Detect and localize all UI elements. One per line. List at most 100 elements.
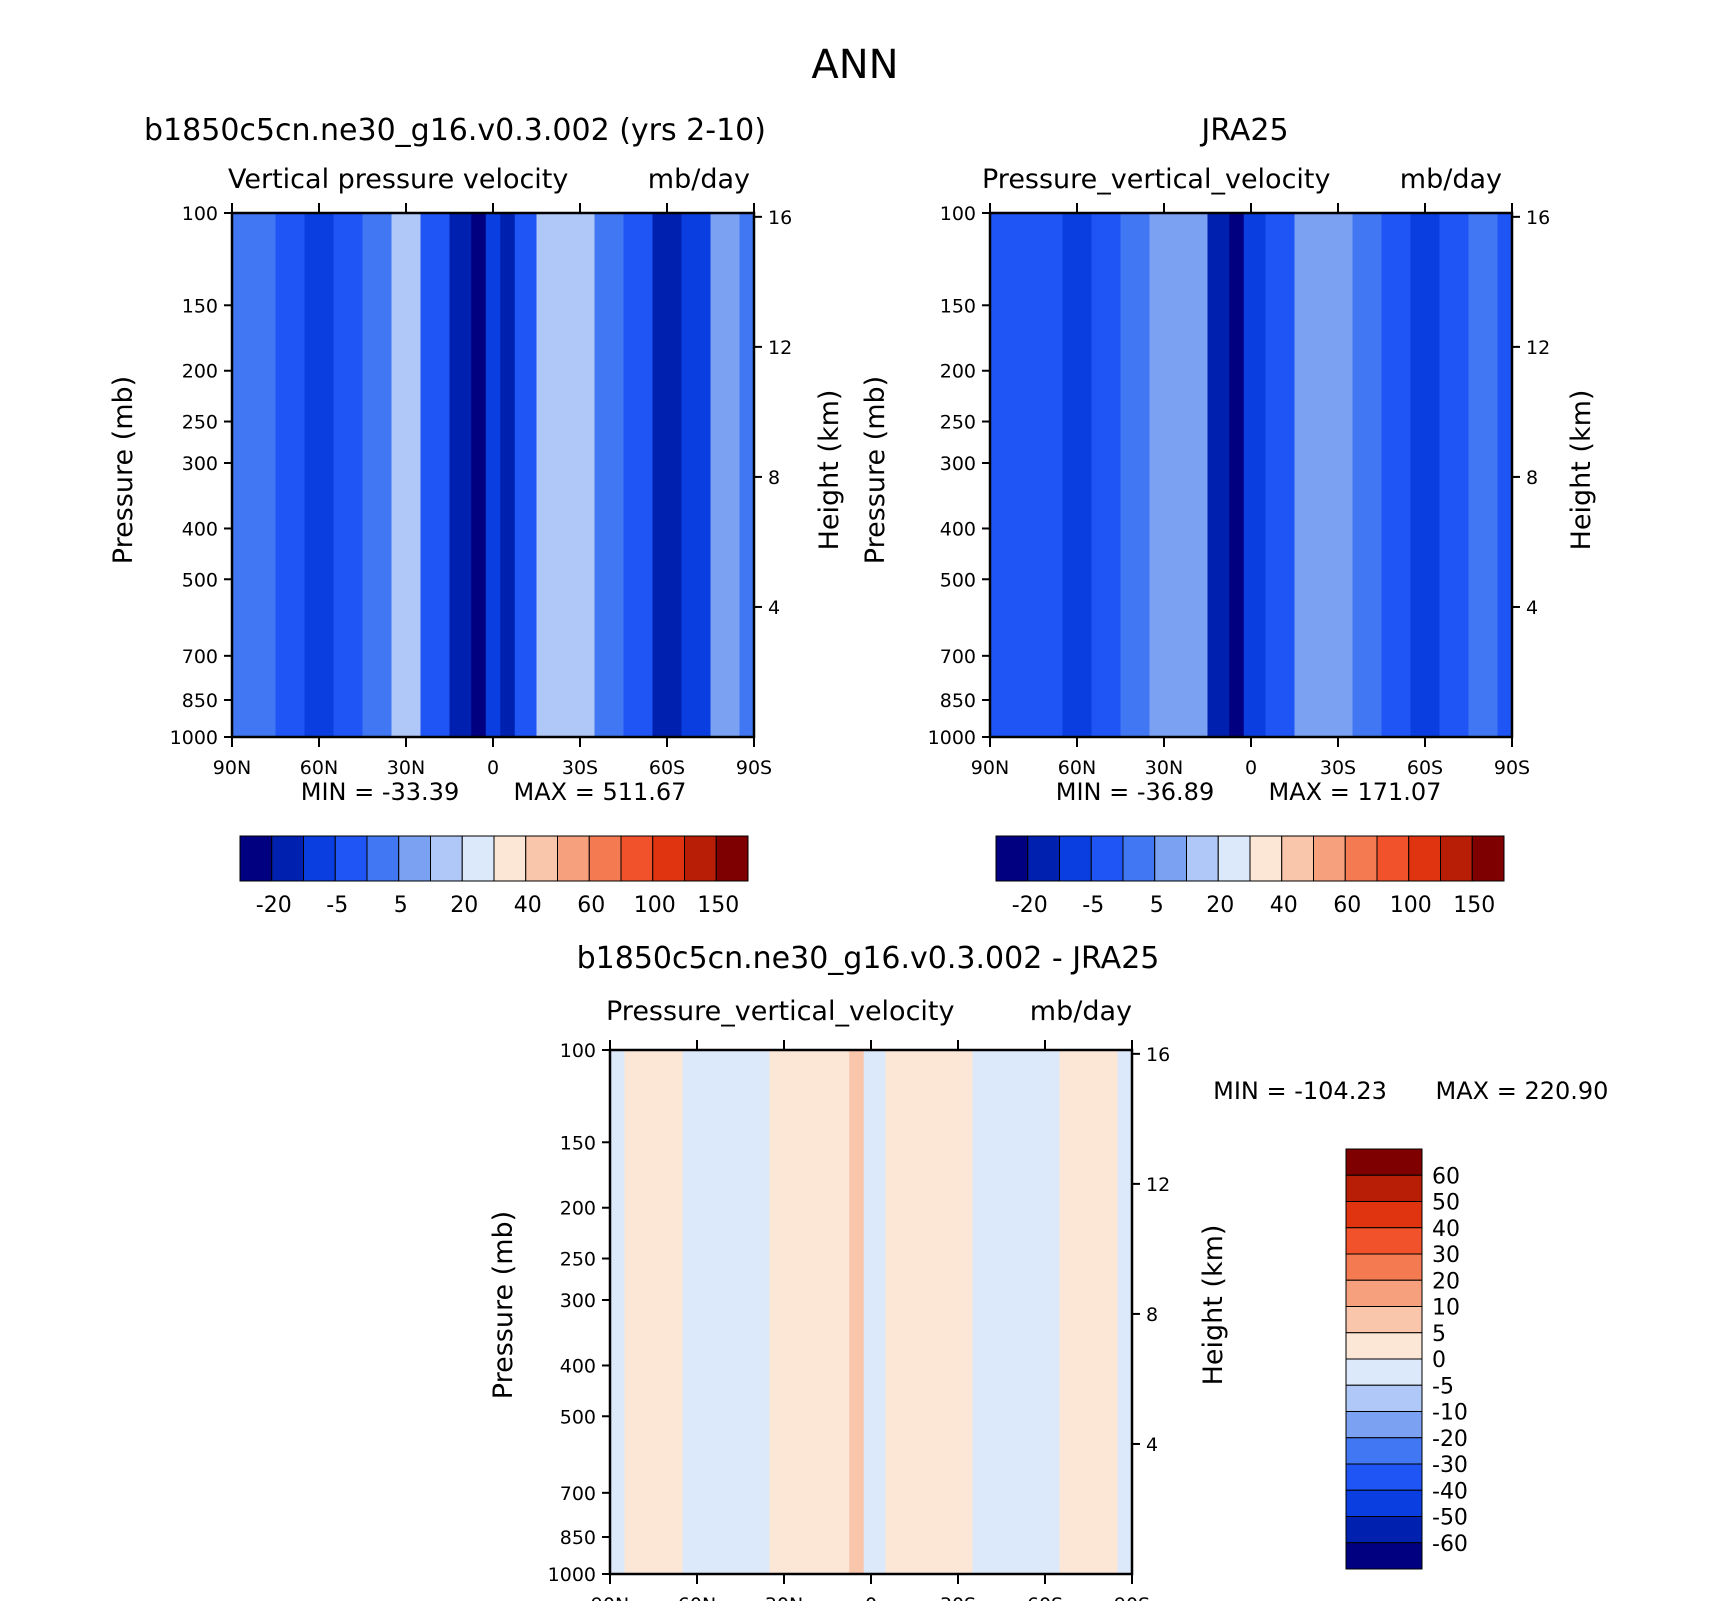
panel-model-min: MIN = -33.39 bbox=[301, 778, 459, 806]
y-tick-label: 150 bbox=[560, 1132, 596, 1154]
colorbar-swatch bbox=[715, 835, 749, 882]
contour-band bbox=[1207, 213, 1230, 737]
contour-band bbox=[449, 213, 472, 737]
contour-band bbox=[304, 213, 334, 737]
colorbar-swatch bbox=[1345, 1253, 1423, 1281]
colorbar-label: 20 bbox=[1432, 1269, 1460, 1294]
contour-band bbox=[914, 1050, 944, 1574]
y2-tick-label: 8 bbox=[1526, 467, 1538, 489]
contour-band bbox=[1117, 1050, 1133, 1574]
contour-band bbox=[1439, 213, 1469, 737]
panel-obs-plot: 100 150 200 250 300 400 500 700 850 1000 16 12 8 4 90N… bbox=[928, 203, 1550, 779]
panel-obs-ylabel2: Height (km) bbox=[1566, 390, 1597, 551]
colorbar-swatch bbox=[525, 835, 558, 882]
contour-band bbox=[1120, 213, 1150, 737]
panel-model-max: MAX = 511.67 bbox=[514, 778, 687, 806]
x-tick-label: 0 bbox=[865, 1594, 877, 1601]
contour-band bbox=[739, 213, 755, 737]
panel-model-units: mb/day bbox=[648, 164, 750, 195]
contour-band bbox=[623, 213, 653, 737]
colorbar-swatch bbox=[1345, 1306, 1423, 1334]
colorbar-label: -30 bbox=[1432, 1453, 1468, 1478]
colorbar-label: 30 bbox=[1432, 1243, 1460, 1268]
colorbar-swatch bbox=[995, 835, 1029, 882]
contour-band bbox=[1001, 1050, 1031, 1574]
contour-band bbox=[990, 213, 1005, 737]
colorbar-label: 5 bbox=[394, 893, 408, 918]
contour-band bbox=[485, 213, 501, 737]
panel-obs: JRA25 Pressure_vertical_velocity mb/day … bbox=[860, 113, 1597, 918]
y2-tick-label: 8 bbox=[1146, 1304, 1158, 1326]
colorbar-swatch bbox=[1440, 835, 1473, 882]
colorbar-swatch bbox=[1345, 1227, 1423, 1255]
contour-band bbox=[1381, 213, 1411, 737]
colorbar-label: 150 bbox=[697, 893, 739, 918]
contour-band bbox=[1497, 213, 1513, 737]
colorbar-label: 5 bbox=[1432, 1322, 1446, 1347]
contour-band bbox=[624, 1050, 654, 1574]
colorbar-swatch bbox=[1059, 835, 1092, 882]
contour-band bbox=[1323, 213, 1353, 737]
y-tick-label: 1000 bbox=[928, 727, 976, 749]
colorbar-swatch bbox=[1027, 835, 1060, 882]
panel-obs-colorbar: -20 -5 5 20 40 60 100 150 bbox=[995, 835, 1505, 918]
panel-obs-min: MIN = -36.89 bbox=[1056, 778, 1214, 806]
y2-tick-label: 16 bbox=[768, 207, 792, 229]
contour-band bbox=[1229, 213, 1245, 737]
colorbar-label: 20 bbox=[1206, 893, 1234, 918]
y2-tick-label: 12 bbox=[1526, 337, 1550, 359]
contour-band bbox=[1410, 213, 1440, 737]
contour-band bbox=[1030, 1050, 1060, 1574]
page-title: ANN bbox=[811, 42, 898, 88]
colorbar-swatch bbox=[303, 835, 336, 882]
contour-band bbox=[682, 1050, 712, 1574]
x-tick-label: 90N bbox=[591, 1594, 629, 1601]
panel-model-ylabel: Pressure (mb) bbox=[108, 376, 139, 564]
contour-band bbox=[514, 213, 537, 737]
y-tick-label: 850 bbox=[182, 690, 218, 712]
colorbar-swatch bbox=[1345, 1489, 1423, 1517]
colorbar-swatch bbox=[1345, 1411, 1423, 1439]
panel-diff-ylabel2: Height (km) bbox=[1198, 1225, 1229, 1386]
colorbar-swatch bbox=[1345, 1384, 1423, 1412]
y-tick-label: 250 bbox=[560, 1249, 596, 1271]
y-tick-label: 250 bbox=[182, 412, 218, 434]
colorbar-swatch bbox=[1217, 835, 1251, 882]
colorbar-label: 100 bbox=[1390, 893, 1432, 918]
colorbar-label: -5 bbox=[326, 893, 348, 918]
contour-band bbox=[1091, 213, 1121, 737]
y-tick-label: 200 bbox=[182, 361, 218, 383]
colorbar-label: -60 bbox=[1432, 1532, 1468, 1557]
colorbar-swatch bbox=[398, 835, 431, 882]
colorbar-swatch bbox=[461, 835, 495, 882]
x-tick-label: 30N bbox=[1145, 757, 1183, 779]
x-tick-label: 60N bbox=[300, 757, 338, 779]
y-tick-label: 300 bbox=[182, 453, 218, 475]
contour-band bbox=[653, 1050, 683, 1574]
colorbar-swatch bbox=[1345, 1279, 1423, 1307]
colorbar-swatch bbox=[1345, 1148, 1423, 1176]
colorbar-swatch bbox=[557, 835, 590, 882]
y2-tick-label: 4 bbox=[1526, 597, 1538, 619]
contour-band bbox=[500, 213, 516, 737]
contour-band bbox=[471, 213, 487, 737]
y-tick-label: 400 bbox=[182, 518, 218, 540]
panel-model-title: Vertical pressure velocity bbox=[228, 164, 568, 195]
colorbar-swatch bbox=[430, 835, 463, 882]
y-tick-label: 700 bbox=[560, 1483, 596, 1505]
colorbar-swatch bbox=[334, 835, 368, 882]
colorbar-label: 0 bbox=[1432, 1348, 1446, 1373]
contour-band bbox=[232, 213, 247, 737]
colorbar-swatch bbox=[1122, 835, 1156, 882]
contour-band bbox=[610, 1050, 625, 1574]
colorbar-label: 20 bbox=[450, 893, 478, 918]
panel-obs-max: MAX = 171.07 bbox=[1269, 778, 1442, 806]
colorbar-swatch bbox=[1345, 1463, 1423, 1491]
colorbar-label: 150 bbox=[1453, 893, 1495, 918]
panel-diff-min: MIN = -104.23 bbox=[1213, 1077, 1387, 1105]
colorbar-label: -20 bbox=[1432, 1427, 1468, 1452]
y-tick-label: 200 bbox=[560, 1198, 596, 1220]
colorbar-swatch bbox=[1345, 1516, 1423, 1544]
colorbar-label: 10 bbox=[1432, 1296, 1460, 1321]
y2-tick-label: 16 bbox=[1146, 1044, 1170, 1066]
